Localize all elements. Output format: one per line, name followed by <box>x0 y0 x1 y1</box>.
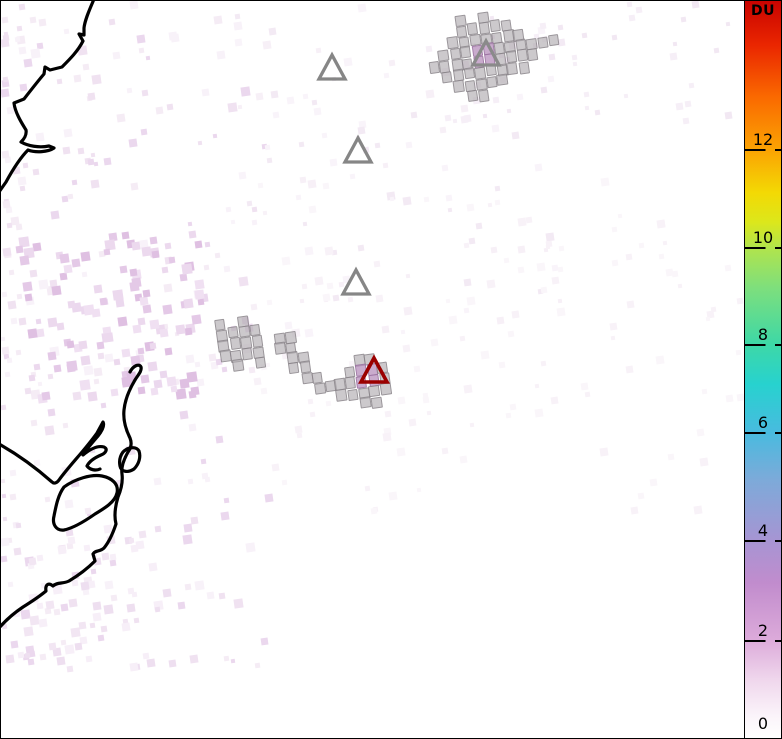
colorbar-tick-label: 12 <box>752 130 774 149</box>
volcano-marker-2 <box>342 134 374 164</box>
colorbar-tick-label: 0 <box>757 714 769 733</box>
colorbar-tick-line <box>745 540 781 542</box>
colorbar-tick-label: 8 <box>757 325 769 344</box>
volcano-marker-3 <box>340 266 372 296</box>
colorbar-unit-label: DU <box>751 3 775 19</box>
colorbar-tick-line <box>745 432 781 434</box>
coastline-path <box>1 363 143 629</box>
colorbar-tick-line <box>745 344 781 346</box>
coastline-path <box>118 446 142 473</box>
colorbar-tick-label: 4 <box>757 521 769 540</box>
volcano-marker-1 <box>316 51 348 81</box>
coastline-path <box>51 473 119 532</box>
coastline-markers-overlay <box>1 1 502 629</box>
colorbar-tick-label: 10 <box>752 228 774 247</box>
colorbar: DU 12 10 8 6 4 2 0 <box>744 1 781 738</box>
colorbar-tick-line <box>745 149 781 151</box>
volcano-marker-4 <box>470 37 502 67</box>
colorbar-tick-label: 6 <box>757 413 769 432</box>
map-panel <box>1 1 744 738</box>
erupting-volcano-marker <box>357 354 391 384</box>
coastline-path <box>1 1 95 192</box>
colorbar-tick-label: 2 <box>757 621 769 640</box>
colorbar-tick-line <box>745 247 781 249</box>
coastline-path <box>1 420 108 485</box>
colorbar-tick-line <box>745 640 781 642</box>
